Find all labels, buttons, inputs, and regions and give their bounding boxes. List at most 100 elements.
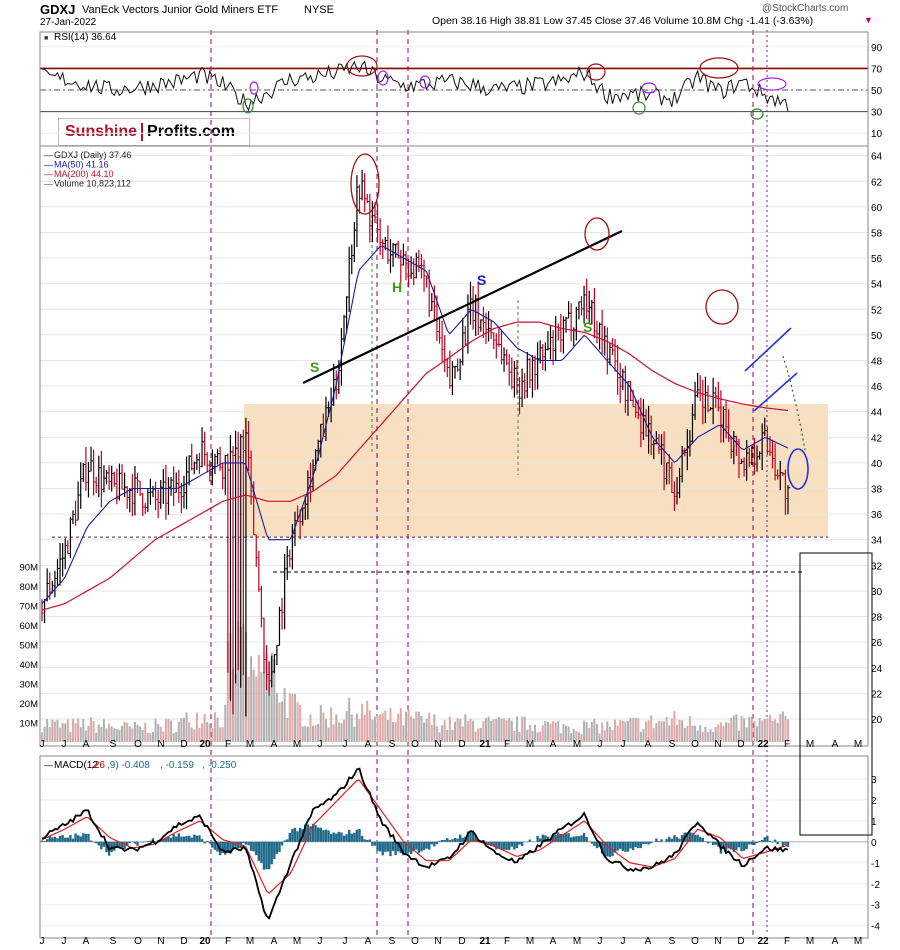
macd-hist-bar (187, 835, 191, 842)
macd-hist-bar (402, 841, 405, 856)
volume-tick-label: 90M (20, 563, 39, 574)
macd-hist-bar (76, 835, 80, 842)
macd-hist-bar (118, 841, 121, 848)
ma200-line (41, 321, 789, 611)
macd-hist-bar (43, 841, 46, 842)
rsi-label: RSI(14) 36.64 (54, 32, 117, 43)
volume-bar (528, 724, 531, 742)
macd-hist-bar (461, 837, 464, 842)
macd-hist-bar (559, 834, 563, 842)
macd-hist-bar (255, 841, 258, 856)
macd-hist-bar (487, 841, 490, 846)
volume-bar (490, 720, 493, 742)
month-label-1: J (343, 936, 348, 947)
rsi-marker-circle (699, 57, 739, 79)
volume-bar (53, 721, 56, 742)
macd-hist-bar (699, 836, 702, 842)
macd-hist-bar (347, 829, 351, 842)
volume-bar (515, 716, 518, 742)
volume-bar (237, 621, 240, 742)
macd-hist-bar (688, 832, 692, 842)
volume-bar (461, 726, 464, 742)
volume-bar (363, 714, 366, 742)
volume-bar (435, 726, 438, 742)
volume-bar (201, 723, 204, 742)
macd-hist-bar (58, 835, 62, 842)
macd-hist-bar (69, 835, 72, 842)
macd-hist-bar (373, 841, 377, 846)
volume-bar (443, 720, 446, 742)
volume-bar (466, 721, 469, 742)
volume-bar (768, 715, 771, 742)
macd-hist-bar (603, 841, 606, 857)
indicator-lines-layer (41, 60, 789, 920)
macd-hist-bar (435, 841, 439, 845)
macd-line (41, 767, 789, 920)
volume-bar (185, 712, 188, 742)
month-label-0: A (271, 739, 278, 750)
volume-bar (456, 717, 459, 742)
volume-bar (51, 719, 54, 742)
macd-hist-bar (389, 841, 392, 857)
rsi-marker-circle (419, 75, 431, 89)
macd-hist-bar (691, 832, 694, 842)
volume-bar (182, 717, 185, 742)
macd-hist-bar (249, 841, 253, 851)
macd-hist-bar (642, 841, 645, 845)
volume-bar (663, 721, 666, 742)
macd-hist-bar (87, 833, 90, 842)
price-tick-label: 26 (871, 638, 883, 649)
volume-bar (787, 719, 789, 742)
volume-bar (541, 725, 544, 742)
volume-bar (69, 731, 72, 742)
volume-bar (126, 722, 129, 742)
volume-bar (719, 722, 722, 742)
left-shoulder-label: S (310, 359, 319, 375)
month-label-1: O (691, 936, 699, 947)
month-label-1: A (365, 936, 372, 947)
volume-bar (252, 669, 255, 742)
volume-bar (330, 707, 333, 742)
macd-hist-bar (327, 830, 330, 842)
macd-hist-bar (443, 839, 446, 842)
month-label-1: A (271, 936, 278, 947)
macd-hist-bar (670, 838, 674, 842)
macd-hist-bar (386, 841, 390, 852)
volume-bar (41, 732, 43, 742)
month-label-0: N (714, 739, 721, 750)
month-label-1: J (40, 936, 45, 947)
month-label-1: N (434, 936, 441, 947)
macd-hist-bar (541, 834, 544, 842)
macd-hist-bar (74, 833, 77, 842)
month-label-1: J (621, 936, 626, 947)
volume-bar (149, 733, 152, 742)
volume-bar (193, 729, 196, 742)
macd-hist-bar (115, 841, 119, 848)
volume-bar (572, 728, 575, 742)
volume-bar (727, 722, 730, 742)
macd-hist-bar (105, 841, 108, 853)
month-label-1: M (293, 936, 301, 947)
macd-hist-bar (244, 841, 248, 845)
support-zone-layer (52, 404, 828, 538)
volume-bar (291, 693, 294, 742)
macd-hist-bar (291, 828, 294, 842)
peak-circle (584, 217, 610, 251)
volume-bar (500, 718, 503, 742)
month-label-1: 20 (199, 936, 211, 947)
volume-bar (84, 730, 87, 742)
macd-hist-bar (84, 833, 88, 842)
volume-bar (513, 731, 516, 742)
volume-bar (402, 725, 405, 742)
volume-bar (531, 730, 534, 742)
price-tick-label: 46 (871, 382, 883, 393)
month-label-0: A (83, 739, 90, 750)
volume-bar (234, 673, 237, 742)
macd-hist-bar (167, 836, 170, 842)
price-tick-label: 44 (871, 408, 883, 419)
volume-bar (753, 720, 756, 742)
macd-hist-bar (337, 831, 341, 842)
volume-bar (332, 724, 335, 742)
volume-bar (694, 725, 697, 742)
